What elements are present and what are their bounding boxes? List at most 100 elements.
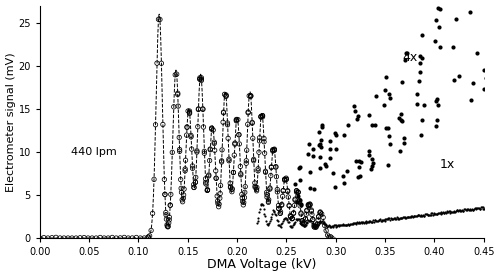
Text: 4x: 4x xyxy=(403,51,418,64)
Point xyxy=(376,217,384,222)
Point xyxy=(258,202,266,206)
Point xyxy=(294,166,302,171)
Point xyxy=(200,125,207,129)
Point xyxy=(457,209,465,214)
Point xyxy=(256,206,264,211)
Point xyxy=(240,195,248,200)
Point xyxy=(296,220,304,225)
Point xyxy=(447,210,455,215)
Point xyxy=(386,96,394,101)
Point xyxy=(378,219,386,223)
Point xyxy=(153,61,161,65)
Point xyxy=(344,222,352,227)
Point xyxy=(276,224,284,229)
Point xyxy=(268,165,276,169)
Point xyxy=(171,73,179,77)
Point xyxy=(314,218,322,222)
Point xyxy=(275,222,283,227)
Point xyxy=(449,45,457,50)
Point xyxy=(418,118,426,122)
Point xyxy=(384,163,392,167)
Point xyxy=(352,159,360,164)
Point xyxy=(327,225,335,229)
Point xyxy=(432,211,440,216)
Point xyxy=(284,218,292,222)
Point xyxy=(452,17,460,21)
Point xyxy=(199,107,207,111)
Point xyxy=(456,208,464,212)
Point xyxy=(416,79,424,83)
Point xyxy=(278,202,286,207)
Point xyxy=(478,207,486,211)
Point xyxy=(231,142,239,146)
Point xyxy=(304,203,312,208)
Point xyxy=(222,94,230,98)
Point xyxy=(324,225,332,229)
Point xyxy=(344,123,352,127)
Point xyxy=(300,223,308,228)
Point xyxy=(473,50,481,55)
Point xyxy=(348,221,356,225)
Point xyxy=(350,222,358,227)
Point xyxy=(218,148,226,152)
Point xyxy=(300,221,308,225)
Point xyxy=(369,161,377,165)
Point xyxy=(237,173,245,177)
Point xyxy=(294,194,302,198)
Point xyxy=(196,77,204,81)
Point xyxy=(52,235,60,240)
Point xyxy=(336,224,344,228)
Point xyxy=(258,115,266,119)
Point xyxy=(256,135,264,140)
Point xyxy=(418,214,426,218)
Point xyxy=(258,113,266,118)
Point xyxy=(230,153,238,157)
Point xyxy=(380,219,388,223)
Point xyxy=(178,190,186,194)
Point xyxy=(373,219,381,223)
Point xyxy=(178,199,186,204)
Point xyxy=(310,225,318,229)
Point xyxy=(144,235,152,239)
Point xyxy=(436,45,444,50)
Point xyxy=(278,194,286,199)
Point xyxy=(212,176,220,181)
Point xyxy=(290,211,298,216)
Point xyxy=(351,221,359,225)
Point xyxy=(308,221,316,226)
Point xyxy=(300,221,308,226)
Point xyxy=(328,171,336,176)
Point xyxy=(430,39,438,43)
Point xyxy=(204,174,212,178)
Point xyxy=(330,223,338,228)
Point xyxy=(315,130,323,134)
Point xyxy=(194,107,202,111)
Point xyxy=(396,149,404,154)
Point xyxy=(276,211,284,216)
Point xyxy=(318,123,326,127)
Point xyxy=(416,54,424,58)
Point xyxy=(200,149,208,153)
Point xyxy=(316,210,324,214)
Point xyxy=(238,199,246,204)
Point xyxy=(406,215,414,219)
Point xyxy=(236,164,244,169)
Point xyxy=(354,220,362,225)
Point xyxy=(176,147,184,152)
Point xyxy=(362,220,370,225)
Point xyxy=(280,178,288,182)
Point xyxy=(347,222,355,227)
Point xyxy=(320,220,328,225)
Point xyxy=(384,216,392,221)
Point xyxy=(236,142,244,146)
Point xyxy=(252,187,260,192)
Point xyxy=(183,125,191,130)
Point xyxy=(320,223,328,228)
Point xyxy=(310,147,318,152)
Point xyxy=(416,213,424,218)
Point xyxy=(431,211,439,216)
Point xyxy=(412,214,420,219)
Point xyxy=(236,171,244,176)
Point xyxy=(222,94,230,99)
Point xyxy=(177,186,185,191)
